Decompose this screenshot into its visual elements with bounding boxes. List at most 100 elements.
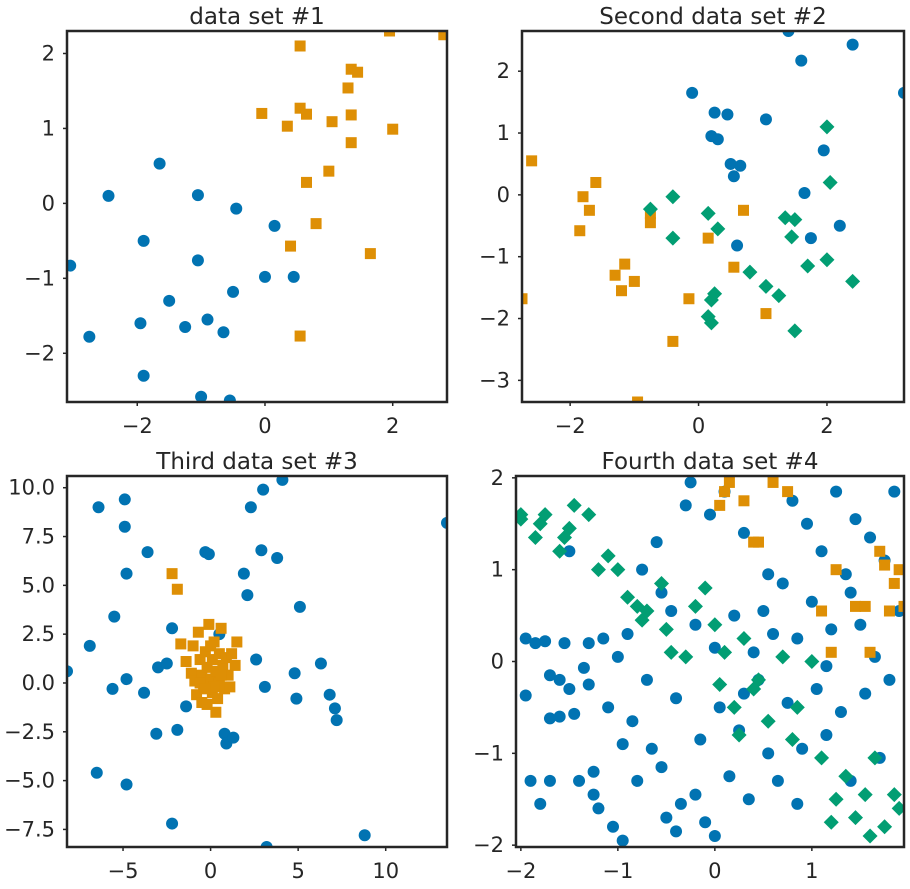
data-point [820,660,833,673]
data-point [660,811,673,824]
data-point [526,155,538,167]
data-point [199,646,211,658]
data-point [776,577,789,590]
data-point [210,706,222,718]
data-point [753,536,764,548]
data-point [742,264,758,280]
data-point [640,673,653,686]
data-point [893,564,904,576]
data-point [760,308,772,320]
x-tick-label: 0 [204,859,217,883]
data-point [636,563,649,576]
data-point [787,323,803,339]
data-point [519,689,532,702]
x-tick-label: 0 [258,414,271,438]
data-point [330,714,343,727]
data-point [819,252,835,268]
y-tick-label: 1 [491,558,504,582]
data-point [791,632,804,645]
data-point [230,202,243,215]
data-point [805,595,818,608]
data-point [883,673,896,686]
data-point [290,692,303,705]
data-point [708,829,721,842]
data-point [726,699,742,715]
data-point [224,681,236,693]
data-point [150,727,163,740]
data-point [787,212,803,228]
data-point [229,659,241,671]
y-tick-label: −2 [24,341,55,365]
data-point [534,797,547,810]
data-point [92,501,105,514]
data-point [736,631,752,647]
data-point [609,269,621,281]
data-point [620,589,636,605]
data-point [814,750,830,766]
data-point [568,707,581,720]
data-point [294,102,306,114]
data-point [737,204,749,216]
y-tick-label: 2 [497,59,510,83]
y-tick-label: −2.5 [4,720,55,744]
data-point [573,774,586,787]
data-point [817,144,830,157]
data-point [760,713,776,729]
data-point [268,219,281,232]
data-point [775,649,791,665]
axes-frame [65,474,449,849]
data-point [543,774,556,787]
subplot-4: Fourth data set #4 −2 −1 0 1 −2 −1 0 1 2 [473,449,906,883]
data-point [206,687,218,699]
data-point [345,137,357,149]
data-point [215,622,227,634]
data-point [522,293,528,305]
data-point [815,545,828,558]
data-point [166,622,179,635]
data-point [202,548,215,561]
data-point [527,530,543,546]
data-point [665,604,678,617]
data-point [714,499,726,511]
x-tick-label: 5 [291,859,304,883]
data-point [839,568,852,581]
data-point [222,669,234,681]
data-point [192,626,204,638]
y-tick-label: −7.5 [4,817,55,841]
data-point [804,232,817,245]
data-point [828,791,844,807]
data-point [194,654,206,666]
data-point [300,176,312,188]
data-point [118,493,131,506]
data-point [655,761,668,774]
data-point [137,369,150,382]
data-point [758,278,774,294]
x-tick-label: −2 [555,414,586,438]
data-point [213,648,225,660]
data-point [180,700,193,713]
data-point [687,598,703,614]
data-point [667,335,679,347]
data-point [566,497,582,513]
data-point [891,800,904,816]
data-point [196,669,208,681]
subplot-1: data set #1 −2 0 2 −2 −1 0 1 2 [24,4,449,438]
y-tick-label: 1 [42,116,55,140]
data-point [697,580,713,596]
data-point [670,692,683,705]
data-point [67,259,77,272]
data-point [231,636,243,648]
data-point [237,567,250,580]
data-point [83,330,96,343]
data-point [201,698,213,710]
data-point [621,627,634,640]
data-point [281,120,293,132]
data-point [777,210,793,226]
data-point [629,598,645,614]
data-point [602,701,615,714]
data-point [782,486,794,498]
data-point [616,738,629,751]
data-point [199,683,211,695]
data-point [364,248,376,260]
data-point [771,288,787,304]
